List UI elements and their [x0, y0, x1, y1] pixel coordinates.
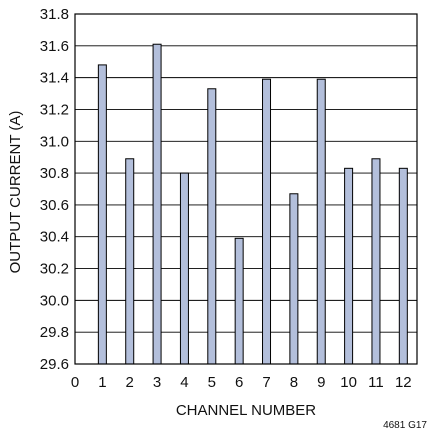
y-tick-label: 31.6 [40, 38, 69, 55]
bars [97, 43, 408, 365]
y-tick-label: 30.8 [40, 165, 69, 182]
x-tick-label: 12 [395, 374, 412, 391]
x-tick-label: 4 [180, 374, 188, 391]
bar-channel-7 [262, 78, 272, 365]
y-tick-label: 30.6 [40, 197, 69, 214]
y-tick-label: 29.6 [40, 356, 69, 373]
y-tick-label: 29.8 [40, 324, 69, 341]
y-tick-label: 31.0 [40, 133, 69, 150]
x-tick-label: 10 [340, 374, 357, 391]
bar-channel-11 [371, 158, 381, 365]
y-tick-label: 31.4 [40, 70, 69, 87]
y-axis-title: OUTPUT CURRENT (A) [7, 111, 24, 274]
y-tick-label: 30.2 [40, 261, 69, 278]
x-tick-label: 1 [98, 374, 106, 391]
x-tick-label: 8 [290, 374, 298, 391]
bar-channel-4 [179, 172, 189, 365]
bar-channel-2 [125, 158, 135, 365]
bar-channel-3 [152, 43, 162, 365]
bar-channel-6 [234, 237, 244, 365]
figure-id-label: 4681 G17 [383, 420, 427, 431]
bar-channel-8 [289, 193, 299, 365]
y-tick-labels: 29.6 29.8 30.0 30.2 30.4 30.6 30.8 31.0 31.2 31.4… [40, 6, 69, 373]
y-tick-label: 30.4 [40, 229, 69, 246]
x-tick-label: 11 [368, 374, 384, 391]
x-tick-label: 3 [153, 374, 161, 391]
bar-channel-5 [207, 88, 217, 365]
x-axis-title: CHANNEL NUMBER [176, 402, 316, 419]
x-tick-labels: 0 1 2 3 4 5 6 7 8 9 10 11 12 [71, 374, 412, 391]
y-tick-label: 30.0 [40, 292, 69, 309]
x-tick-label: 9 [317, 374, 325, 391]
x-tick-label: 5 [208, 374, 216, 391]
y-tick-label: 31.8 [40, 6, 69, 23]
bar-channel-12 [398, 167, 408, 365]
x-tick-label: 0 [71, 374, 79, 391]
x-tick-label: 6 [235, 374, 243, 391]
bar-channel-10 [344, 167, 354, 365]
bar-channel-1 [97, 64, 107, 365]
bar-channel-9 [316, 78, 326, 365]
x-tick-label: 7 [262, 374, 270, 391]
plot-frame [74, 13, 418, 365]
y-tick-label: 31.2 [40, 101, 69, 118]
x-tick-label: 2 [126, 374, 134, 391]
